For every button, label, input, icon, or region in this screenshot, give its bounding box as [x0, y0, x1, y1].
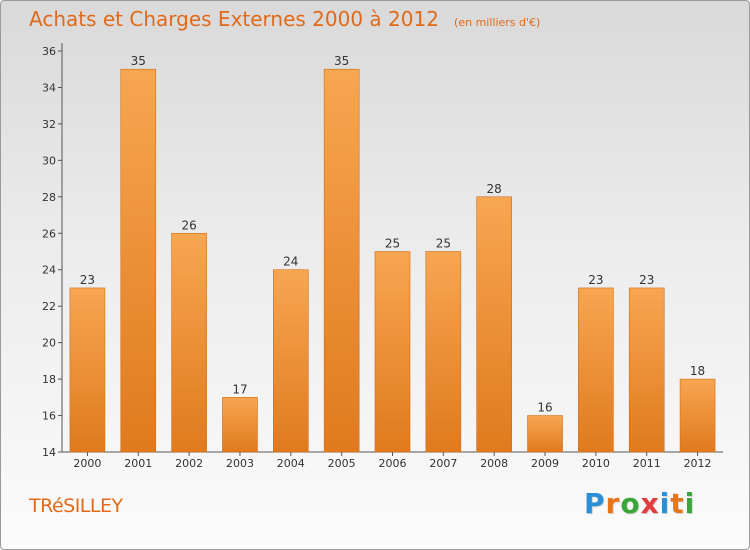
data-label: 23 [80, 273, 95, 287]
data-label: 26 [181, 218, 196, 232]
bar-2011 [628, 287, 665, 453]
x-tick-label: 2001 [124, 457, 152, 470]
y-tick-label: 36 [42, 45, 56, 58]
chart-header: Achats et Charges Externes 2000 à 2012 (… [29, 7, 540, 31]
x-tick-label: 2012 [684, 457, 712, 470]
y-tick-label: 16 [42, 410, 56, 423]
logo-letter: r [605, 487, 621, 520]
bar-2006 [374, 251, 411, 453]
x-tick-label: 2008 [480, 457, 508, 470]
y-tick-label: 30 [42, 154, 56, 167]
bar-2002 [171, 232, 207, 453]
data-label: 17 [232, 382, 247, 396]
town-name: TRéSILLEY [29, 495, 123, 517]
logo-letter: o [620, 487, 641, 520]
x-tick-label: 2002 [175, 457, 203, 470]
chart-title: Achats et Charges Externes 2000 à 2012 [29, 7, 439, 31]
bar-2009 [527, 415, 563, 453]
y-tick-label: 34 [42, 81, 56, 94]
data-label: 16 [537, 401, 552, 415]
chart-data-labels: 23 35 26 17 24 35 25 25 28 16 23 23 18 [80, 54, 705, 414]
x-tick-label: 2011 [633, 457, 661, 470]
x-tick-label: 2005 [328, 457, 356, 470]
bar-2005 [323, 68, 360, 453]
chart-bars [69, 68, 716, 453]
bar-2003 [222, 397, 258, 453]
bar-2000 [69, 287, 106, 453]
data-label: 18 [690, 364, 705, 378]
logo-letter: x [640, 487, 660, 520]
bar-2004 [273, 269, 309, 453]
x-tick-label: 2010 [582, 457, 610, 470]
data-label: 25 [385, 237, 400, 251]
bar-2010 [578, 287, 614, 453]
data-label: 28 [487, 182, 502, 196]
x-tick-label: 2000 [73, 457, 101, 470]
chart-axes: 14 16 18 20 22 24 26 28 30 32 34 36 2000 2001 2002 2003… [42, 43, 723, 470]
bar-2012 [679, 378, 716, 453]
y-tick-label: 28 [42, 191, 56, 204]
y-tick-label: 22 [42, 300, 56, 313]
chart-subtitle: (en milliers d'€) [454, 16, 541, 29]
data-label: 35 [131, 54, 146, 68]
data-label: 23 [588, 273, 603, 287]
logo-letter: t [670, 487, 685, 520]
bar-2001 [120, 68, 157, 453]
x-tick-label: 2006 [379, 457, 407, 470]
proxiti-logo[interactable]: Proxiti [584, 487, 695, 520]
data-label: 35 [334, 54, 349, 68]
y-tick-label: 24 [42, 264, 56, 277]
data-label: 25 [436, 237, 451, 251]
x-tick-label: 2009 [531, 457, 559, 470]
bar-2008 [476, 196, 512, 453]
y-tick-label: 20 [42, 337, 56, 350]
x-tick-label: 2007 [429, 457, 457, 470]
y-tick-label: 26 [42, 227, 56, 240]
x-tick-label: 2004 [277, 457, 305, 470]
data-label: 24 [283, 255, 298, 269]
y-tick-label: 32 [42, 118, 56, 131]
bar-2007 [425, 251, 462, 453]
logo-letter: i [659, 487, 671, 520]
y-tick-label: 14 [42, 446, 56, 459]
logo-letter: P [584, 487, 606, 520]
data-label: 23 [639, 273, 654, 287]
logo-letter: i [684, 487, 696, 520]
y-tick-label: 18 [42, 373, 56, 386]
x-tick-label: 2003 [226, 457, 254, 470]
